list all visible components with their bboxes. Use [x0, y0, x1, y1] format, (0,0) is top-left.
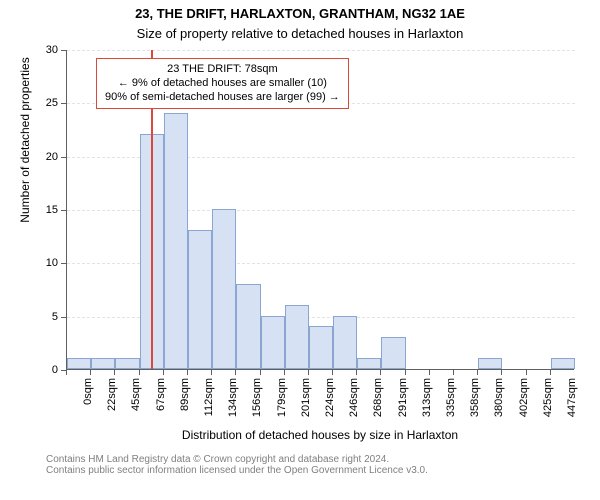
- xtick-label: 179sqm: [276, 378, 288, 417]
- xtick-label: 425sqm: [542, 378, 554, 417]
- histogram-bar: [67, 358, 91, 369]
- xtick-label: 156sqm: [251, 378, 263, 417]
- xtick-label: 0sqm: [82, 378, 94, 405]
- xtick-mark: [526, 370, 527, 375]
- chart-title-sub: Size of property relative to detached ho…: [0, 26, 600, 41]
- footer-line-2: Contains public sector information licen…: [46, 465, 600, 476]
- xtick-mark: [453, 370, 454, 375]
- ytick-label: 15: [38, 204, 58, 216]
- xtick-mark: [550, 370, 551, 375]
- property-size-chart: 23, THE DRIFT, HARLAXTON, GRANTHAM, NG32…: [0, 0, 600, 500]
- y-axis-label: Number of detached properties: [18, 0, 32, 300]
- xtick-label: 402sqm: [518, 378, 530, 417]
- ytick-label: 30: [38, 44, 58, 56]
- xtick-label: 201sqm: [300, 378, 312, 417]
- xtick-mark: [380, 370, 381, 375]
- xtick-mark: [356, 370, 357, 375]
- xtick-mark: [308, 370, 309, 375]
- xtick-mark: [114, 370, 115, 375]
- xtick-label: 89sqm: [179, 378, 191, 411]
- xtick-label: 134sqm: [227, 378, 239, 417]
- chart-footer: Contains HM Land Registry data © Crown c…: [0, 454, 600, 476]
- callout-box: 23 THE DRIFT: 78sqm← 9% of detached hous…: [96, 58, 349, 109]
- histogram-bar: [381, 337, 405, 369]
- xtick-mark: [163, 370, 164, 375]
- ytick-label: 10: [38, 257, 58, 269]
- ytick-label: 25: [38, 97, 58, 109]
- callout-line: ← 9% of detached houses are smaller (10): [105, 77, 340, 91]
- ytick-mark: [61, 317, 66, 318]
- histogram-bar: [164, 113, 188, 369]
- xtick-label: 380sqm: [493, 378, 505, 417]
- xtick-label: 22sqm: [106, 378, 118, 411]
- xtick-mark: [429, 370, 430, 375]
- ytick-mark: [61, 157, 66, 158]
- xtick-mark: [187, 370, 188, 375]
- xtick-mark: [139, 370, 140, 375]
- callout-line: 90% of semi-detached houses are larger (…: [105, 91, 340, 105]
- ytick-mark: [61, 210, 66, 211]
- histogram-bar: [285, 305, 309, 369]
- xtick-label: 313sqm: [421, 378, 433, 417]
- histogram-bar: [91, 358, 115, 369]
- xtick-mark: [90, 370, 91, 375]
- histogram-bar: [333, 316, 357, 369]
- histogram-bar: [212, 209, 236, 369]
- callout-line: 23 THE DRIFT: 78sqm: [105, 63, 340, 77]
- ytick-mark: [61, 103, 66, 104]
- histogram-bar: [551, 358, 575, 369]
- histogram-bar: [188, 230, 212, 369]
- xtick-mark: [405, 370, 406, 375]
- xtick-label: 224sqm: [324, 378, 336, 417]
- histogram-bar: [236, 284, 260, 369]
- xtick-mark: [235, 370, 236, 375]
- ytick-mark: [61, 263, 66, 264]
- ytick-mark: [61, 50, 66, 51]
- xtick-mark: [477, 370, 478, 375]
- xtick-mark: [332, 370, 333, 375]
- footer-line-1: Contains HM Land Registry data © Crown c…: [46, 454, 600, 465]
- histogram-bar: [115, 358, 139, 369]
- xtick-label: 291sqm: [397, 378, 409, 417]
- xtick-mark: [501, 370, 502, 375]
- xtick-label: 358sqm: [469, 378, 481, 417]
- xtick-mark: [66, 370, 67, 375]
- histogram-bar: [261, 316, 285, 369]
- xtick-label: 45sqm: [130, 378, 142, 411]
- xtick-label: 447sqm: [566, 378, 578, 417]
- x-axis-label: Distribution of detached houses by size …: [66, 428, 574, 442]
- ytick-label: 0: [38, 364, 58, 376]
- xtick-mark: [211, 370, 212, 375]
- ytick-label: 20: [38, 151, 58, 163]
- xtick-label: 67sqm: [155, 378, 167, 411]
- xtick-mark: [284, 370, 285, 375]
- ytick-label: 5: [38, 311, 58, 323]
- chart-title-main: 23, THE DRIFT, HARLAXTON, GRANTHAM, NG32…: [0, 6, 600, 21]
- histogram-bar: [478, 358, 502, 369]
- xtick-label: 268sqm: [372, 378, 384, 417]
- histogram-bar: [309, 326, 333, 369]
- xtick-mark: [260, 370, 261, 375]
- xtick-label: 335sqm: [445, 378, 457, 417]
- histogram-bar: [357, 358, 381, 369]
- gridline: [67, 50, 575, 51]
- xtick-label: 112sqm: [203, 378, 215, 416]
- xtick-label: 246sqm: [348, 378, 360, 417]
